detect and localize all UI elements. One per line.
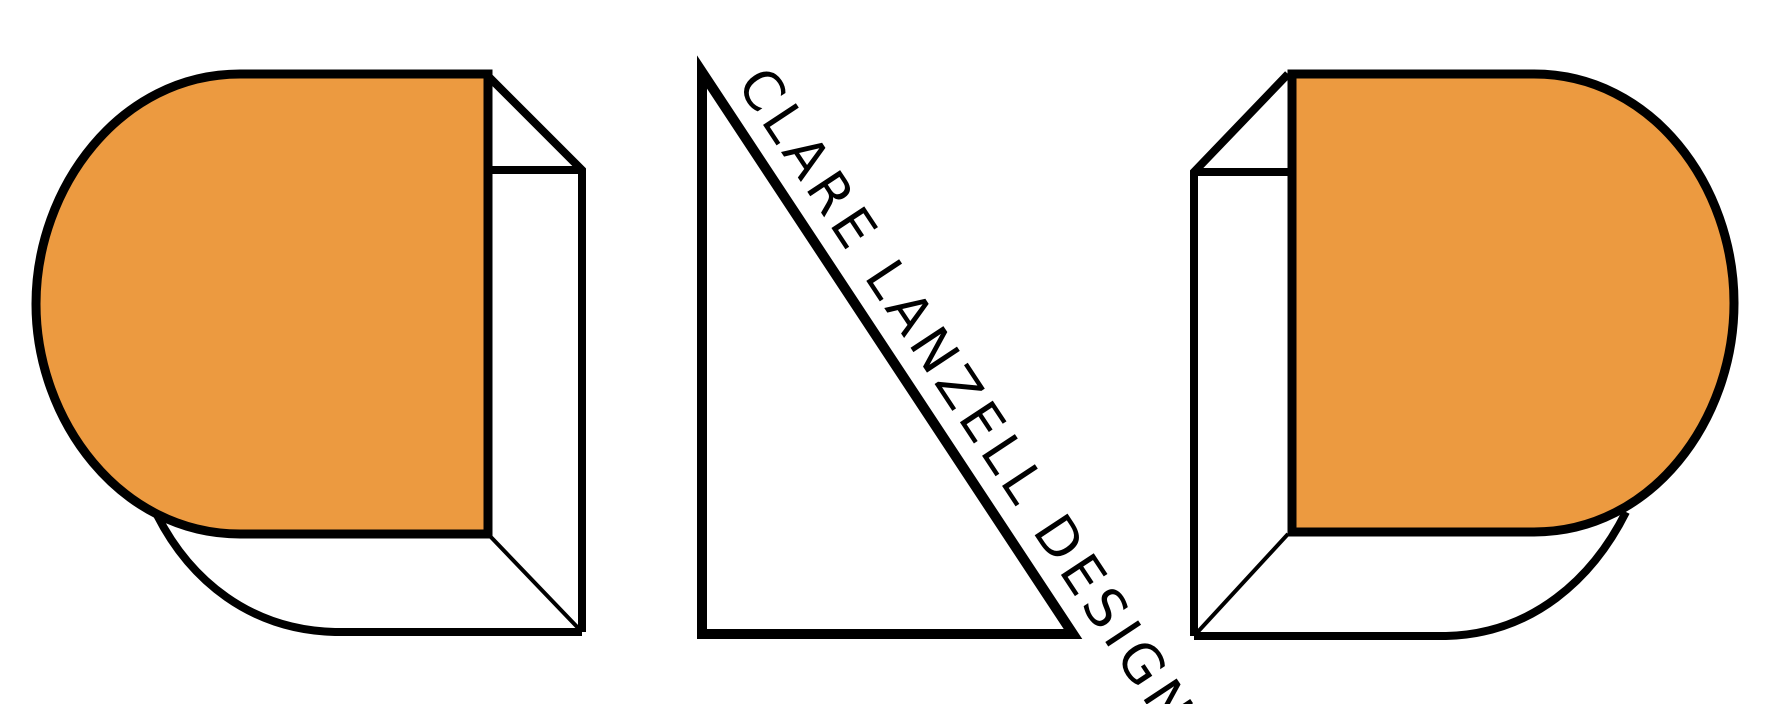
triangle-inner-edge	[699, 70, 1076, 636]
right-front-face	[1287, 69, 1739, 537]
left-depth-edge-bottom	[486, 532, 584, 634]
center-triangle: CLARE LANZELL DESIGN	[697, 55, 1208, 704]
left-back-curve	[153, 513, 582, 636]
right-back-curve	[1194, 510, 1630, 640]
left-front-face	[31, 69, 493, 539]
left-d-prism	[31, 69, 586, 636]
right-d-prism	[1190, 69, 1739, 640]
right-depth-edge-bottom	[1192, 532, 1290, 638]
